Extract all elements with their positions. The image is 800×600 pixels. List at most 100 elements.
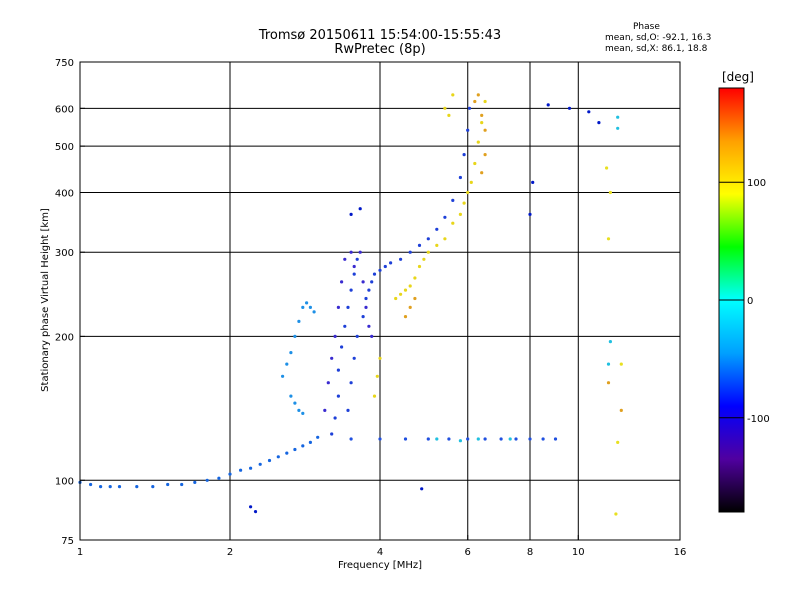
data-point [346, 408, 350, 412]
x-axis: 1 2 4 6 8 10 16 [77, 535, 686, 558]
data-point [258, 462, 262, 466]
data-point [606, 237, 611, 241]
y-tick-label: 400 [55, 188, 74, 199]
data-point [587, 110, 591, 114]
data-point [355, 334, 359, 338]
x-tick-label: 2 [227, 547, 233, 558]
data-point [567, 106, 572, 110]
x-tick-label: 8 [527, 547, 533, 558]
data-point [166, 482, 170, 487]
data-point [367, 324, 371, 328]
data-point [443, 237, 447, 241]
data-point [451, 93, 455, 97]
data-point [180, 482, 184, 487]
data-point [466, 190, 470, 195]
data-point [483, 128, 487, 132]
data-point [301, 305, 305, 309]
data-point [451, 198, 455, 202]
data-point [546, 103, 550, 107]
data-point [293, 401, 297, 405]
data-point [361, 315, 365, 319]
data-point [447, 437, 451, 441]
data-point [417, 243, 422, 247]
data-point [426, 237, 430, 241]
data-point [293, 334, 297, 338]
data-point [367, 288, 371, 292]
data-point [420, 487, 424, 491]
data-point [358, 207, 362, 211]
data-point [217, 476, 221, 480]
data-point [435, 227, 439, 231]
y-tick-label: 600 [55, 104, 74, 115]
data-point [378, 437, 382, 441]
data-point [293, 447, 297, 452]
data-point [89, 482, 93, 487]
data-point [476, 140, 480, 144]
data-point [466, 128, 470, 132]
data-point [305, 301, 309, 305]
data-point [399, 257, 403, 261]
data-point [343, 257, 347, 261]
data-point [408, 250, 412, 254]
data-point [340, 345, 344, 349]
data-point [394, 296, 398, 301]
data-point [483, 99, 487, 104]
data-point [135, 485, 139, 489]
data-point [355, 257, 359, 261]
data-point [281, 374, 285, 378]
data-point [349, 437, 353, 441]
data-point [326, 381, 330, 385]
data-point [308, 305, 312, 309]
colorbar-tick-label: 0 [747, 296, 753, 307]
data-point [301, 411, 305, 415]
data-point [422, 257, 426, 261]
data-point [378, 268, 382, 272]
data-point [417, 264, 422, 269]
data-point [483, 437, 487, 441]
data-point [528, 437, 532, 441]
data-point [249, 505, 253, 509]
data-point [330, 432, 334, 436]
chart-subtitle: RwPretec (8p) [334, 42, 426, 57]
data-point [408, 284, 412, 288]
data-point [253, 510, 258, 514]
data-point [297, 408, 301, 412]
data-point [372, 394, 377, 398]
data-point [480, 121, 484, 125]
phase-stats-x-mode: mean, sd,X: 86.1, 18.8 [605, 44, 708, 54]
x-tick-label: 1 [77, 547, 83, 558]
data-point [336, 305, 340, 309]
data-point [435, 437, 439, 441]
colorbar-label: [deg] [722, 70, 754, 84]
x-tick-label: 6 [465, 547, 471, 558]
y-tick-label: 100 [55, 476, 74, 487]
grid [80, 62, 680, 540]
data-points [78, 93, 623, 516]
data-point [349, 212, 353, 216]
data-point [336, 394, 340, 398]
data-point [358, 250, 362, 254]
data-point [476, 437, 480, 441]
data-point [346, 305, 350, 309]
data-point [608, 190, 613, 195]
data-point [451, 221, 455, 225]
data-point [458, 439, 462, 443]
data-point [508, 437, 512, 441]
data-point [312, 310, 316, 314]
data-point [541, 437, 545, 441]
data-point [606, 362, 611, 366]
data-point [361, 280, 365, 284]
data-point [462, 153, 466, 157]
data-point [399, 292, 403, 296]
data-point [267, 458, 272, 463]
data-point [597, 121, 601, 125]
data-point [473, 161, 477, 166]
data-point [480, 113, 484, 117]
data-point [349, 288, 353, 292]
data-point [462, 201, 466, 205]
data-point [316, 435, 320, 439]
data-point [323, 408, 327, 412]
data-point [151, 485, 155, 489]
x-tick-label: 4 [377, 547, 383, 558]
